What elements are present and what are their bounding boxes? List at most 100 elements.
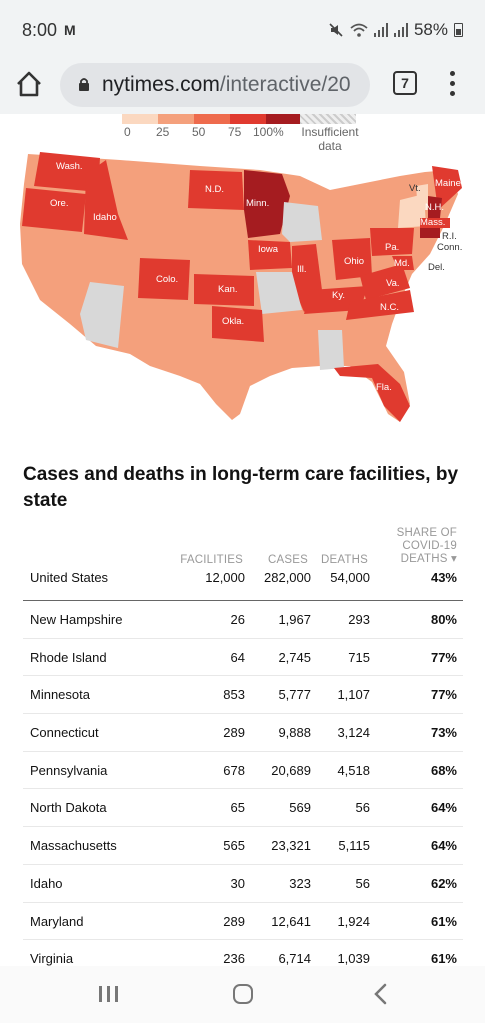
cell-share: 43%: [430, 570, 457, 585]
state-nh: [428, 196, 442, 218]
cell-deaths: 715: [348, 649, 370, 665]
state-pa: [370, 228, 414, 256]
map-label: Pa.: [385, 242, 399, 253]
cell-share: 64%: [430, 838, 457, 854]
recent-apps-icon[interactable]: [99, 986, 119, 1002]
state-wash: [34, 152, 100, 192]
map-label: Okla.: [222, 316, 244, 327]
battery-percent: 58%: [413, 20, 448, 39]
cell-state: Rhode Island: [30, 649, 107, 665]
legend-swatch: [158, 114, 194, 124]
url-path: /interactive/20: [219, 73, 351, 96]
cell-share: 64%: [430, 800, 457, 816]
cell-cases: 2,745: [278, 649, 311, 665]
table-row: New Hampshire 26 1,967 293 80%: [23, 601, 463, 639]
map-label: Colo.: [156, 274, 178, 285]
state-ore: [22, 188, 86, 232]
signal-icon-2: [393, 23, 408, 37]
table-row-total: United States 12,000 282,000 54,000 43%: [23, 568, 463, 601]
state-wis: [282, 202, 322, 242]
home-button-icon[interactable]: [233, 984, 253, 1004]
map-label: Conn.: [437, 242, 462, 253]
cell-cases: 323: [289, 875, 311, 891]
map-label: Del.: [428, 262, 445, 273]
map-label: Idaho: [93, 212, 117, 223]
map-label: Ill.: [297, 264, 307, 275]
cell-facilities: 289: [223, 913, 245, 929]
cell-share: 73%: [430, 725, 457, 741]
cell-cases: 23,321: [271, 838, 311, 854]
state-nc: [346, 290, 414, 320]
state-colo: [138, 258, 190, 300]
legend-nodata-swatch: [300, 114, 356, 124]
map-label: N.D.: [205, 184, 224, 195]
cell-deaths: 56: [355, 800, 370, 816]
cell-facilities: 30: [230, 875, 245, 891]
address-bar[interactable]: nytimes.com/interactive/20: [60, 63, 370, 107]
data-table: FACILITIES CASES DEATHS SHARE OF COVID-1…: [23, 520, 463, 978]
header-facilities[interactable]: FACILITIES: [180, 554, 243, 566]
map-label: Iowa: [258, 244, 279, 255]
header-deaths[interactable]: DEATHS: [321, 554, 368, 566]
cell-facilities: 678: [223, 762, 245, 778]
cell-facilities: 853: [223, 687, 245, 703]
table-header: FACILITIES CASES DEATHS SHARE OF COVID-1…: [23, 520, 463, 568]
cell-facilities: 65: [230, 800, 245, 816]
map-label: Vt.: [409, 183, 421, 194]
header-cases[interactable]: CASES: [268, 554, 308, 566]
state-mass: [420, 218, 450, 228]
cell-share: 80%: [430, 612, 457, 627]
android-nav-bar: [0, 966, 485, 1023]
table-row: Minnesota 853 5,777 1,107 77%: [23, 676, 463, 715]
gmail-notification-icon: M: [64, 22, 76, 38]
cell-deaths: 4,518: [337, 762, 370, 778]
table-body: New Hampshire 26 1,967 293 80% Rhode Island 64…: [23, 601, 463, 978]
legend-nodata-label: Insufficient data: [298, 125, 362, 153]
cell-deaths: 5,115: [338, 838, 370, 854]
legend-swatch: [122, 114, 158, 124]
url-domain: nytimes.com: [102, 73, 220, 96]
state-vt: [416, 184, 428, 210]
table-row: Rhode Island 64 2,745 715 77%: [23, 639, 463, 677]
status-time: 8:00: [22, 20, 58, 40]
back-icon[interactable]: [372, 983, 388, 1005]
cell-share: 61%: [430, 913, 457, 929]
map-label: N.C.: [380, 302, 399, 313]
cell-cases: 20,689: [271, 762, 311, 778]
cell-state: Idaho: [30, 875, 63, 891]
signal-icon: [373, 23, 388, 37]
legend-tick: 0: [124, 125, 131, 139]
cell-share: 68%: [430, 762, 457, 778]
overflow-menu-icon[interactable]: [446, 69, 458, 99]
cell-state: New Hampshire: [30, 612, 123, 627]
url-text: nytimes.com/interactive/20: [102, 73, 351, 97]
tab-switcher-button[interactable]: 7: [393, 71, 417, 95]
state-mo: [256, 272, 302, 314]
choropleth-map: 0 25 50 75 100% Insufficient data: [0, 114, 485, 444]
battery-icon: [454, 23, 463, 37]
map-label: Fla.: [376, 382, 392, 393]
legend-swatch: [194, 114, 230, 124]
map-label: Mass.: [420, 217, 445, 228]
legend-nodata-line2: data: [318, 139, 342, 153]
legend-tick: 50: [192, 125, 206, 139]
header-share-sorted[interactable]: SHARE OF COVID-19 DEATHS ▾: [396, 527, 457, 565]
cell-facilities: 565: [223, 838, 245, 854]
legend-color-scale: [122, 114, 302, 124]
cell-cases: 12,641: [271, 913, 311, 929]
home-icon[interactable]: [14, 69, 44, 99]
table-row: Idaho 30 323 56 62%: [23, 865, 463, 903]
map-label: Kan.: [218, 284, 238, 295]
status-bar: 8:00 M 58%: [0, 0, 485, 56]
table-row: Connecticut 289 9,888 3,124 73%: [23, 714, 463, 752]
map-label: Ohio: [344, 256, 364, 267]
cell-deaths: 1,039: [337, 951, 370, 967]
table-row: Massachusetts 565 23,321 5,115 64%: [23, 827, 463, 865]
cell-state: Virginia: [30, 951, 74, 967]
cell-cases: 9,888: [278, 725, 311, 741]
mute-icon: [329, 23, 343, 37]
wifi-icon: [350, 23, 368, 37]
cell-state: Minnesota: [30, 687, 90, 703]
state-ohio: [332, 238, 372, 280]
map-label: N.H.: [425, 202, 444, 213]
